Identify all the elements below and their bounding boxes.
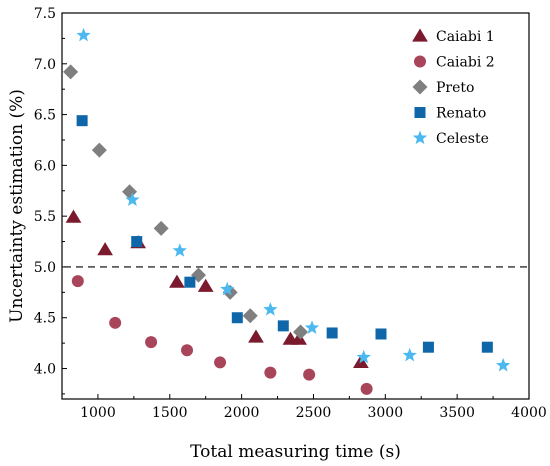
point-caiabi-1 xyxy=(169,274,185,288)
point-celeste xyxy=(172,243,187,257)
legend-label-renato: Renato xyxy=(436,106,486,122)
point-caiabi-2 xyxy=(181,344,194,357)
point-preto xyxy=(153,220,169,236)
point-caiabi-2 xyxy=(360,382,373,395)
legend-marker-celeste xyxy=(412,130,428,145)
point-caiabi-1 xyxy=(197,278,214,292)
point-celeste xyxy=(125,192,140,206)
point-caiabi-2 xyxy=(109,316,122,329)
plot-layer xyxy=(63,27,527,395)
x-tick-label: 3000 xyxy=(367,405,403,421)
point-caiabi-1 xyxy=(65,209,82,223)
legend: Caiabi 1 Caiabi 2 Preto Renato Celeste xyxy=(412,28,495,147)
plot-frame xyxy=(61,12,530,400)
point-renato xyxy=(375,328,387,340)
x-tick-label: 4000 xyxy=(511,405,547,421)
point-renato xyxy=(184,276,196,288)
point-renato xyxy=(422,341,434,353)
y-tick-label: 7.5 xyxy=(34,6,56,22)
point-caiabi-2 xyxy=(264,366,277,379)
x-axis-title: Total measuring time (s) xyxy=(190,442,401,462)
point-caiabi-2 xyxy=(145,336,158,349)
point-preto xyxy=(91,142,107,158)
x-tick-label: 2500 xyxy=(296,405,332,421)
legend-label-caiabi-1: Caiabi 1 xyxy=(436,29,495,45)
y-tick-label: 4.5 xyxy=(34,311,56,327)
point-celeste xyxy=(356,349,371,364)
point-renato xyxy=(131,236,143,248)
legend-marker-caiabi-1 xyxy=(412,28,428,42)
axes-layer: 1000 1500 2000 2500 3000 3500 4000 4.0 4.5 5.0 5.5… xyxy=(34,6,547,421)
point-preto xyxy=(293,324,309,340)
point-renato xyxy=(277,320,289,332)
point-caiabi-2 xyxy=(303,368,316,381)
point-caiabi-1 xyxy=(291,331,307,345)
legend-marker-renato xyxy=(414,107,426,118)
y-tick-label: 7.0 xyxy=(34,57,56,73)
x-tick-label: 1000 xyxy=(80,405,116,421)
legend-label-celeste: Celeste xyxy=(436,131,489,147)
point-renato xyxy=(231,312,243,324)
point-caiabi-1 xyxy=(248,329,264,343)
point-celeste xyxy=(304,320,320,334)
y-tick-label: 6.5 xyxy=(34,108,56,124)
x-tick-label: 1500 xyxy=(152,405,188,421)
y-axis-title: Uncertainty estimation (%) xyxy=(7,89,27,323)
point-preto xyxy=(242,308,258,324)
legend-marker-caiabi-2 xyxy=(414,55,426,68)
point-preto xyxy=(122,184,138,200)
y-tick-label: 6.0 xyxy=(34,158,56,174)
legend-label-preto: Preto xyxy=(436,80,474,96)
point-preto xyxy=(63,64,79,80)
point-renato xyxy=(326,327,338,339)
point-celeste xyxy=(263,302,278,316)
x-tick-label: 3500 xyxy=(439,405,475,421)
legend-label-caiabi-2: Caiabi 2 xyxy=(436,55,495,71)
point-celeste xyxy=(220,281,235,296)
point-caiabi-2 xyxy=(214,356,227,369)
legend-marker-preto xyxy=(412,79,428,95)
point-renato xyxy=(481,341,493,353)
y-tick-label: 5.0 xyxy=(34,260,56,276)
point-renato xyxy=(76,115,88,127)
y-tick-label: 4.0 xyxy=(34,362,56,378)
point-caiabi-2 xyxy=(71,275,84,288)
point-celeste xyxy=(402,347,417,362)
point-celeste xyxy=(496,357,511,372)
y-tick-label: 5.5 xyxy=(34,209,56,225)
x-tick-label: 2000 xyxy=(224,405,260,421)
point-celeste xyxy=(76,27,91,42)
point-caiabi-1 xyxy=(97,242,113,256)
